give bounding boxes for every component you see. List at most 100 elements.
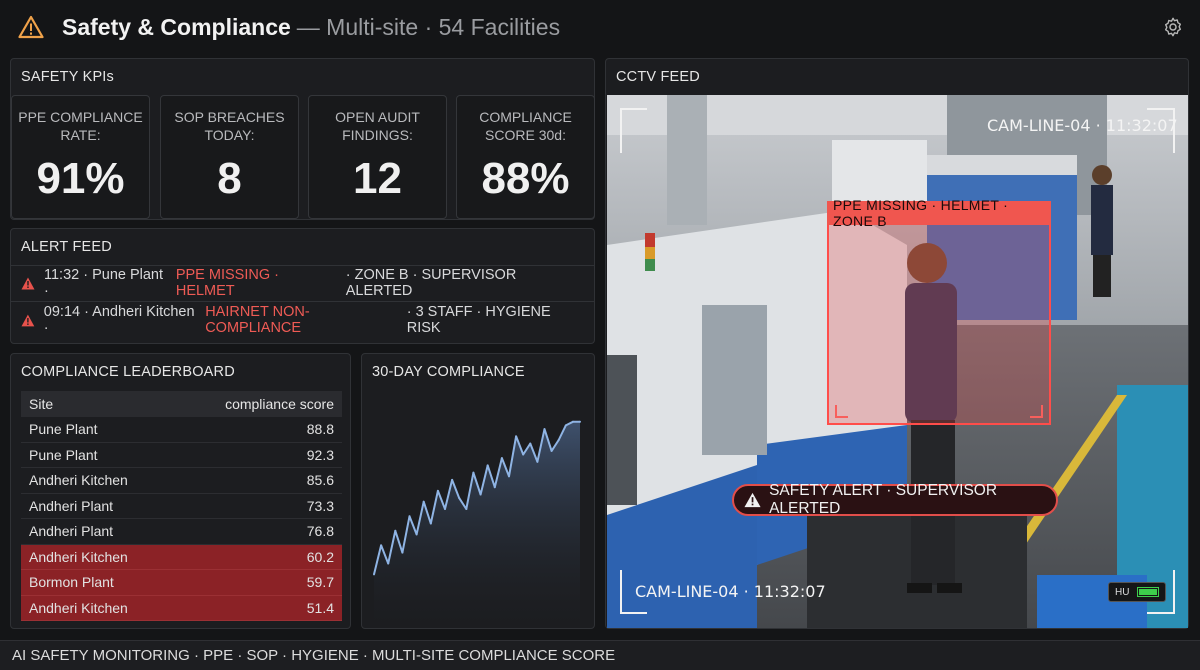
chart-point [444,508,447,510]
chart-point [500,457,503,460]
kpi-card-audit-findings[interactable]: OPEN AUDIT FINDINGS: 12 [308,95,447,219]
chart-point [451,478,454,481]
alert-triangle-icon [21,314,35,326]
divider [11,265,594,266]
column-header-score[interactable]: compliance score [225,396,334,412]
site-name: Andheri Kitchen [29,548,128,565]
table-row[interactable]: Bormon Plant 59.7 [21,570,342,596]
kpi-value: 91% [36,154,125,203]
chart-point [571,420,574,423]
chart-point [458,497,461,500]
cctv-video-view[interactable]: CAM-LINE-04 · 11:32:07 CAM-LINE-04 · 11:… [607,95,1188,628]
site-name: Andheri Plant [29,523,114,540]
alert-detail: · 3 STAFF · HYGIENE RISK [406,304,551,336]
warning-triangle-icon [18,15,44,39]
chart-point [415,533,418,536]
alert-issue: HAIRNET NON-COMPLIANCE [205,304,310,336]
chart-point [387,562,390,565]
compliance-score: 60.2 [306,548,334,565]
battery-icon [1137,587,1160,597]
page-subtitle: — Multi-site · 54 Facilities [296,13,561,40]
table-row[interactable]: Andheri Kitchen 60.2 [21,544,342,570]
chart-title: 30-DAY COMPLIANCE [372,364,525,380]
detection-label: PPE MISSING · HELMET · ZONE B [827,197,1051,229]
panel-title: SAFETY KPIs [21,69,114,85]
hud-label: HU [1115,586,1130,598]
compliance-score: 76.8 [306,523,334,540]
compliance-score: 92.3 [306,446,334,463]
chart-point [465,508,468,510]
alert-triangle-icon [744,492,761,508]
chart-point [436,489,439,492]
table-row[interactable]: Andheri Kitchen 85.6 [21,468,342,494]
compliance-score: 59.7 [306,574,334,591]
compliance-score: 88.8 [306,421,334,438]
chart-point [479,493,482,496]
chart-point [522,453,525,456]
chart-area-fill [374,421,580,628]
chart-point [536,460,539,463]
column-header-site[interactable]: Site [29,396,54,412]
chart-point [429,522,432,525]
table-row[interactable]: Andheri Kitchen 51.4 [21,595,342,621]
panel-title: COMPLIANCE LEADERBOARD [21,364,235,380]
compliance-score: 51.4 [306,599,334,616]
camera-timestamp-top: CAM-LINE-04 · 11:32:07 [987,116,1178,135]
table-row[interactable]: Andheri Plant 76.8 [21,519,342,545]
kpi-value: 88% [481,154,570,203]
site-name: Pune Plant [29,421,98,438]
chart-point [422,500,425,503]
gear-icon[interactable] [1162,16,1184,38]
safety-alert-badge[interactable]: SAFETY ALERT · SUPERVISOR ALERTED [732,482,1058,517]
panel-title: ALERT FEED [21,239,112,255]
alert-triangle-icon [21,277,35,289]
site-name: Bormon Plant [29,574,114,591]
compliance-score: 85.6 [306,472,334,489]
alert-time-site: 11:32 · Pune Plant · [43,267,164,299]
chart-point [529,442,532,445]
detection-bounding-box[interactable] [827,201,1051,425]
site-name: Andheri Kitchen [29,472,128,489]
chart-point [401,551,404,554]
camera-timestamp-bottom: CAM-LINE-04 · 11:32:07 [635,582,826,601]
compliance-area-chart [373,420,581,628]
table-row[interactable]: Pune Plant 88.8 [21,417,342,443]
alert-item[interactable]: 11:32 · Pune Plant · PPE MISSING · HELME… [21,265,586,301]
chart-point [550,449,553,452]
compliance-score: 73.3 [306,497,334,514]
alert-feed-panel: ALERT FEED 11:32 · Pune Plant · PPE MISS… [10,228,595,344]
chart-point [564,424,567,427]
chart-point [543,428,546,431]
compliance-chart-panel: 30-DAY COMPLIANCE [361,353,595,629]
alert-item[interactable]: 09:14 · Andheri Kitchen · HAIRNET NON-CO… [21,302,586,338]
chart-point [507,475,510,478]
alert-detail: · ZONE B · SUPERVISOR ALERTED [345,267,517,299]
chart-point [408,515,411,518]
chart-point [373,573,375,576]
kpi-label: PPE COMPLIANCE RATE: [18,109,143,143]
chart-point [472,471,475,474]
chart-point [557,438,560,441]
leaderboard-table: Site compliance score Pune Plant 88.8 Pune… [21,391,342,621]
alert-time-site: 09:14 · Andheri Kitchen · [43,304,195,336]
table-row[interactable]: Pune Plant 92.3 [21,443,342,468]
chart-point [380,544,383,547]
footer-bar: AI SAFETY MONITORING · PPE · SOP · HYGIE… [0,640,1200,670]
kpi-card-ppe-compliance[interactable]: PPE COMPLIANCE RATE: 91% [11,95,150,219]
kpi-label: OPEN AUDIT FINDINGS: [335,109,420,143]
compliance-leaderboard-panel: COMPLIANCE LEADERBOARD Site compliance s… [10,353,351,629]
page-header: Safety & Compliance — Multi-site · 54 Fa… [0,0,1200,54]
site-name: Andheri Kitchen [29,599,128,616]
table-row[interactable]: Andheri Plant 73.3 [21,494,342,519]
site-name: Pune Plant [29,446,98,463]
cctv-feed-panel: CCTV FEED [605,58,1189,629]
chart-point [486,464,489,467]
kpi-card-compliance-score[interactable]: COMPLIANCE SCORE 30d: 88% [456,95,595,219]
kpi-value: 12 [353,154,402,203]
chart-point [515,435,518,438]
alert-issue: PPE MISSING · HELMET [175,267,279,299]
panel-title: CCTV FEED [616,69,700,85]
site-name: Andheri Plant [29,497,114,514]
kpi-card-sop-breaches[interactable]: SOP BREACHES TODAY: 8 [160,95,299,219]
chart-point [493,486,496,489]
